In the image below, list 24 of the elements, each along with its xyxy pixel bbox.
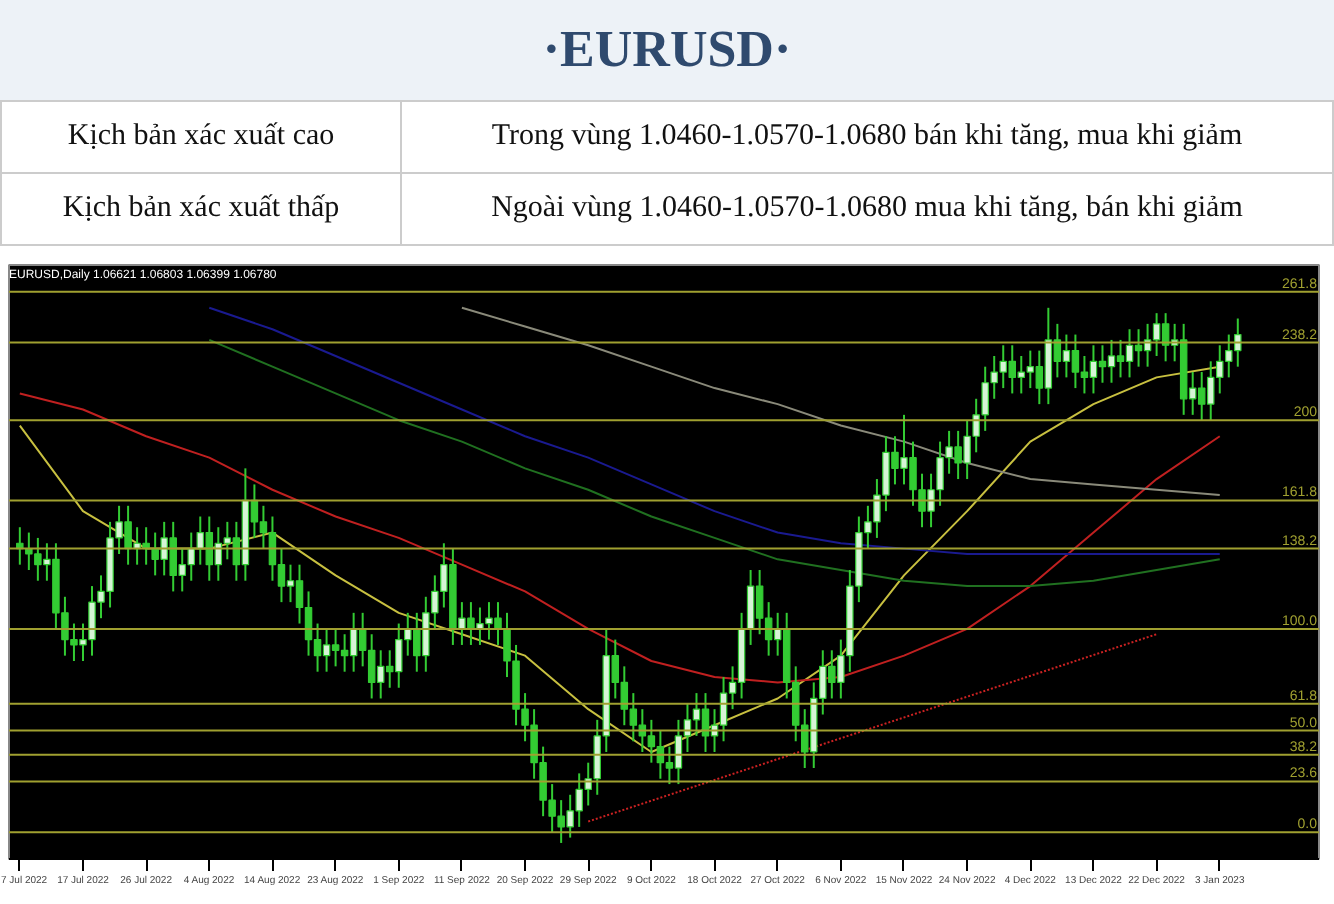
candlestick [1107,338,1116,384]
candlestick [1152,312,1161,357]
chart-title: ·EURUSD· [0,0,1334,100]
candlestick [1089,344,1098,395]
candlestick [719,676,728,743]
candlestick [1062,333,1071,379]
candlestick [286,563,295,604]
candlestick [674,718,683,786]
candlestick [322,627,331,673]
text: Trong vùng 1.0460-1.0570-1.0680 bán khi tăng, mua khi giảm [401,101,1333,173]
candlestick [1125,328,1134,379]
candlestick [1071,333,1080,390]
candlestick [692,692,701,737]
text: Kịch bản xác xuất thấp [1,173,401,245]
candlestick [755,569,764,636]
text: Ngoài vùng 1.0460-1.0570-1.0680 mua khi tăng, bán khi giảm [401,173,1333,245]
text: Kịch bản xác xuất cao [1,101,401,173]
candlestick [223,520,232,561]
candlestick [196,515,205,566]
candlestick [647,718,656,764]
candlestick [746,569,755,646]
candlestick [1116,338,1125,379]
candlestick [331,627,340,668]
candlestick [1080,354,1089,395]
